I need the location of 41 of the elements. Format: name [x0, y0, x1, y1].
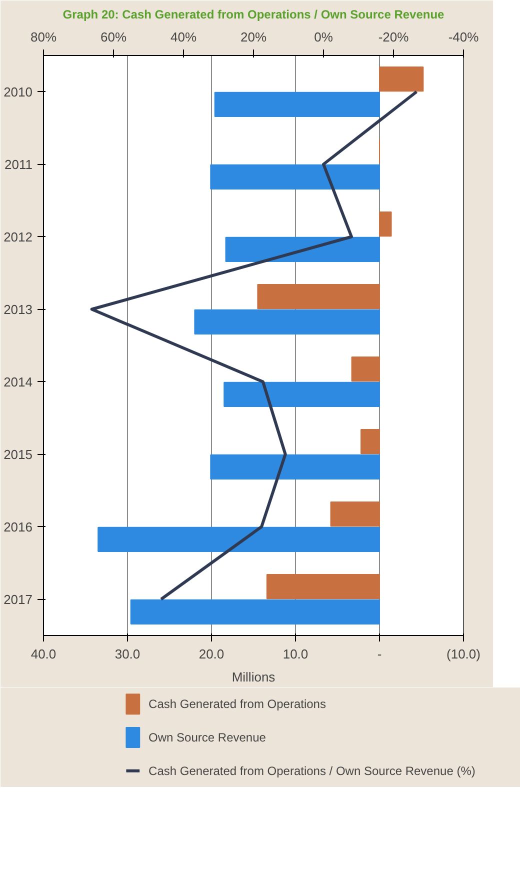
x-axis-title: Millions: [232, 670, 276, 684]
bar: [214, 92, 380, 117]
y-tick-label: 2014: [4, 374, 32, 390]
bar: [379, 212, 392, 237]
x2-tick-label: -40%: [448, 30, 480, 44]
y-tick-label: 2011: [4, 156, 33, 172]
x2-tick-label: 80%: [30, 30, 57, 44]
bar: [257, 284, 380, 310]
bar: [210, 454, 380, 480]
x2-tick-label: 0%: [314, 30, 334, 44]
x2-tick-label: -20%: [378, 30, 410, 44]
bar: [130, 599, 380, 624]
chart-title: Graph 20: Cash Generated from Operations / Own Source Revenue: [62, 8, 445, 22]
x2-tick-label: 20%: [240, 30, 267, 44]
y-tick-label: 2015: [4, 446, 32, 462]
y-tick-label: 2017: [4, 592, 32, 607]
y-tick-label: 2012: [4, 229, 32, 244]
legend-label: Cash Generated from Operations / Own Source Revenue (%): [148, 764, 476, 778]
x-tick-label: 10.0: [282, 646, 308, 662]
x-tick-label: 40.0: [30, 646, 56, 662]
bar: [224, 382, 380, 407]
y-tick-label: 2010: [4, 84, 32, 100]
bar: [351, 356, 380, 382]
x2-tick-label: 60%: [100, 30, 127, 44]
bar: [266, 574, 380, 600]
y-tick-label: 2013: [4, 302, 32, 317]
bar: [379, 66, 424, 92]
legend-label: Own Source Revenue: [148, 730, 266, 744]
bar: [98, 526, 380, 552]
bar: [360, 429, 380, 454]
x-tick-label: 20.0: [198, 646, 224, 662]
bar: [194, 309, 380, 334]
bar: [330, 502, 380, 527]
legend-label: Cash Generated from Operations: [148, 697, 326, 712]
x-tick-label: -: [377, 646, 382, 662]
y-tick-label: 2016: [4, 519, 32, 534]
x-tick-label: 30.0: [114, 646, 140, 662]
bar: [225, 236, 380, 262]
x-tick-label: (10.0): [446, 646, 480, 662]
bar: [210, 164, 380, 190]
x2-tick-label: 40%: [170, 30, 197, 44]
